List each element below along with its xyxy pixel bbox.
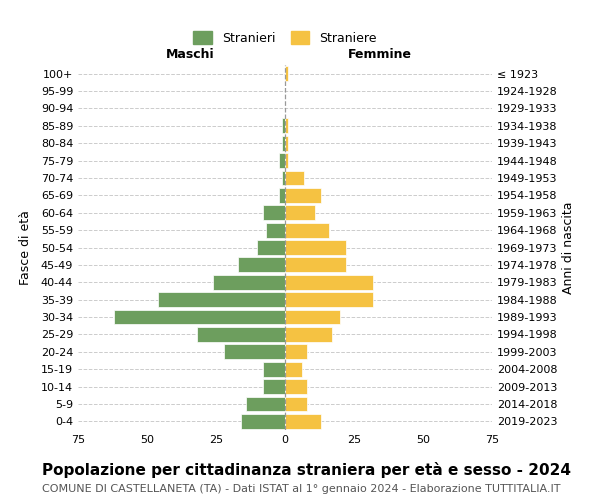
Bar [257,240,285,255]
Y-axis label: Fasce di età: Fasce di età [19,210,32,285]
Bar [285,66,288,81]
Bar [285,153,288,168]
Bar [266,222,285,238]
Bar [224,344,285,359]
Bar [285,344,307,359]
Bar [197,327,285,342]
Bar [285,136,288,150]
Bar [285,188,321,202]
Bar [282,118,285,133]
Text: Maschi: Maschi [166,48,214,62]
Bar [285,275,373,289]
Bar [238,258,285,272]
Bar [282,136,285,150]
Bar [263,379,285,394]
Text: Femmine: Femmine [348,48,412,62]
Text: COMUNE DI CASTELLANETA (TA) - Dati ISTAT al 1° gennaio 2024 - Elaborazione TUTTI: COMUNE DI CASTELLANETA (TA) - Dati ISTAT… [42,484,560,494]
Bar [158,292,285,307]
Bar [285,240,346,255]
Bar [285,310,340,324]
Bar [114,310,285,324]
Bar [213,275,285,289]
Bar [280,188,285,202]
Bar [280,153,285,168]
Bar [285,170,304,186]
Legend: Stranieri, Straniere: Stranieri, Straniere [190,28,380,48]
Bar [285,396,307,411]
Bar [247,396,285,411]
Bar [285,414,321,428]
Bar [285,327,332,342]
Y-axis label: Anni di nascita: Anni di nascita [562,201,575,294]
Bar [285,222,329,238]
Text: Popolazione per cittadinanza straniera per età e sesso - 2024: Popolazione per cittadinanza straniera p… [42,462,571,478]
Bar [263,362,285,376]
Bar [282,170,285,186]
Bar [285,379,307,394]
Bar [241,414,285,428]
Bar [285,258,346,272]
Bar [285,362,302,376]
Bar [263,206,285,220]
Bar [285,118,288,133]
Bar [285,206,316,220]
Bar [285,292,373,307]
